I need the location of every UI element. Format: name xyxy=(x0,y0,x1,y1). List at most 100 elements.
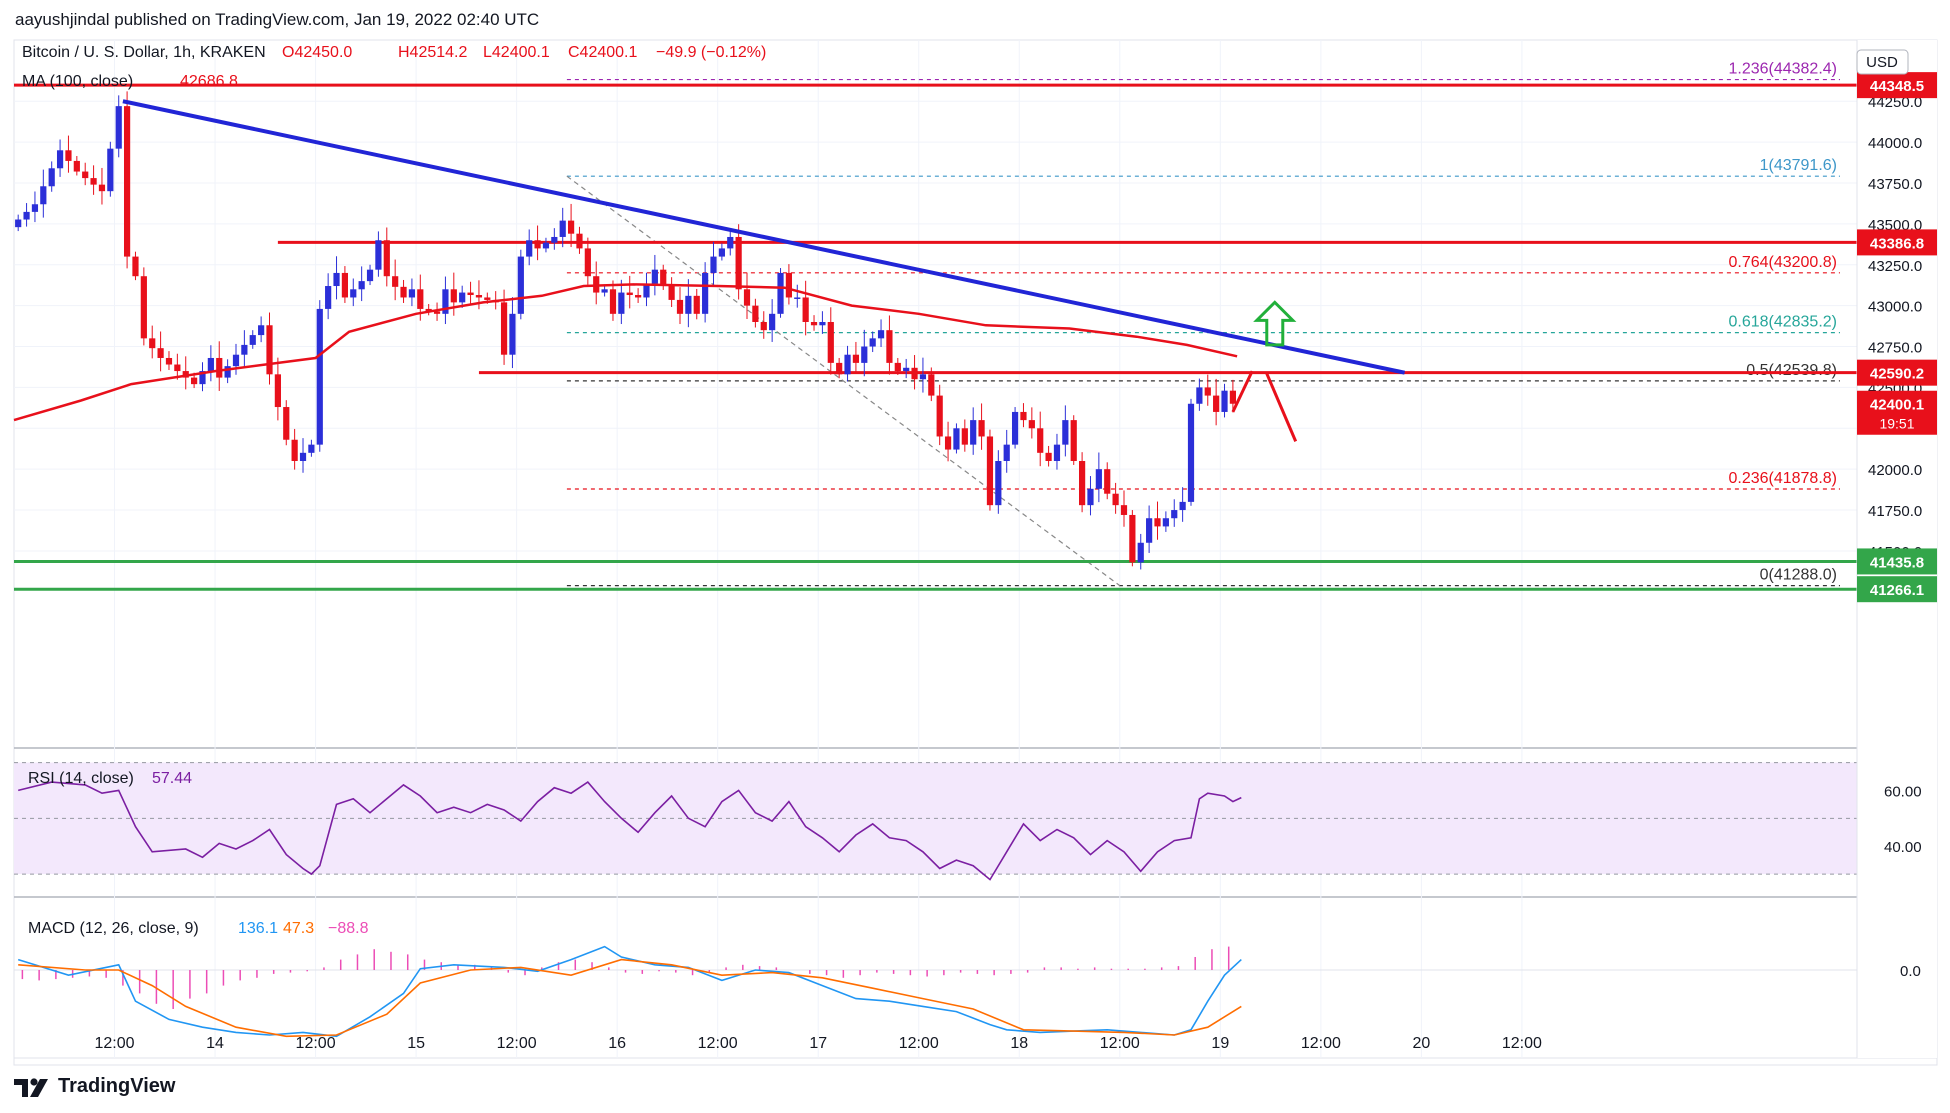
candle-body-132 xyxy=(1120,505,1128,515)
rsi-legend-name: RSI (14, close) xyxy=(28,770,134,787)
time-tick-5: 16 xyxy=(608,1035,626,1052)
fib-label-0.236: 0.236(41878.8) xyxy=(1728,470,1837,487)
candle-body-47 xyxy=(408,289,416,298)
ohlc-high: H42514.2 xyxy=(398,44,467,61)
time-tick-9: 18 xyxy=(1010,1035,1028,1052)
candle-body-106 xyxy=(903,367,910,372)
candle-body-125 xyxy=(1062,420,1069,445)
candle-body-130 xyxy=(1104,469,1111,494)
candle-body-38 xyxy=(333,272,340,287)
candle-body-86 xyxy=(735,236,742,290)
candle-body-104 xyxy=(886,330,893,363)
candle-body-3 xyxy=(40,186,47,205)
time-tick-0: 12:00 xyxy=(95,1035,135,1052)
bullish-arrow-icon xyxy=(1253,300,1297,347)
currency-badge[interactable]: USD xyxy=(1856,49,1909,75)
time-tick-3: 15 xyxy=(407,1035,425,1052)
candle-body-136 xyxy=(1154,518,1161,527)
candle-body-12 xyxy=(115,106,122,149)
time-tick-11: 19 xyxy=(1211,1035,1229,1052)
price-tick-6: 43000.0 xyxy=(1868,299,1922,316)
candle-body-65 xyxy=(559,220,566,237)
tradingview-footer[interactable]: TradingView xyxy=(14,1075,175,1098)
candle-body-62 xyxy=(534,240,541,249)
time-tick-13: 20 xyxy=(1412,1035,1430,1052)
ohlc-low: L42400.1 xyxy=(483,44,550,61)
candle-body-53 xyxy=(459,292,466,303)
time-tick-1: 14 xyxy=(206,1035,224,1052)
tradingview-logo-icon xyxy=(14,1077,48,1097)
candle-body-34 xyxy=(299,452,307,461)
current-price-text: 42400.1 xyxy=(1870,397,1924,414)
candle-body-21 xyxy=(191,377,198,385)
bearish-trendline xyxy=(122,99,1406,375)
candle-body-56 xyxy=(484,297,491,300)
candle-body-118 xyxy=(1003,444,1010,461)
candle-body-119 xyxy=(1011,411,1019,445)
horizontal-levels xyxy=(14,83,1857,591)
candle-body-115 xyxy=(978,420,985,437)
candle-body-100 xyxy=(852,354,860,363)
candle-body-64 xyxy=(551,236,558,243)
candle-body-107 xyxy=(911,367,918,380)
candle-body-141 xyxy=(1196,387,1203,404)
resistance-tag-0-bg xyxy=(1857,72,1937,99)
price-tick-5: 42750.0 xyxy=(1868,340,1922,357)
candle-body-121 xyxy=(1028,420,1035,429)
support-tag-0-text: 41435.8 xyxy=(1870,554,1924,571)
candle-body-91 xyxy=(777,272,784,314)
candle-body-32 xyxy=(283,407,290,440)
candle-body-4 xyxy=(48,168,55,187)
time-tick-6: 12:00 xyxy=(698,1035,738,1052)
support-tag-1-bg xyxy=(1857,576,1937,603)
price-and-time-axes: 41500.041750.042000.042250.042500.042750… xyxy=(95,40,1937,1058)
candle-body-45 xyxy=(392,276,399,287)
candle-body-122 xyxy=(1037,428,1044,453)
candle-body-78 xyxy=(668,286,675,300)
rsi-legend-value: 57.44 xyxy=(152,770,192,787)
candle-body-0 xyxy=(15,219,22,228)
time-tick-14: 12:00 xyxy=(1502,1035,1542,1052)
candle-body-50 xyxy=(433,311,441,314)
candle-body-116 xyxy=(986,436,994,506)
candle-body-120 xyxy=(1020,411,1027,421)
candle-body-95 xyxy=(810,322,818,326)
candle-body-142 xyxy=(1204,387,1211,396)
fib-label-0.764: 0.764(43200.8) xyxy=(1728,254,1837,271)
candle-body-143 xyxy=(1213,395,1220,412)
candle-body-75 xyxy=(643,283,650,298)
candle-body-127 xyxy=(1079,461,1086,506)
candle-body-138 xyxy=(1171,510,1178,519)
candle-body-27 xyxy=(241,344,248,355)
time-tick-2: 12:00 xyxy=(296,1035,336,1052)
candle-body-29 xyxy=(258,325,265,336)
candle-body-14 xyxy=(132,256,139,277)
candle-body-88 xyxy=(752,305,759,322)
candle-body-133 xyxy=(1129,514,1136,563)
candle-body-96 xyxy=(819,322,826,326)
price-tick-11: 44250.0 xyxy=(1868,94,1922,111)
candle-body-2 xyxy=(31,204,39,212)
candle-body-41 xyxy=(358,281,365,290)
candle-body-81 xyxy=(693,295,700,314)
candle-body-73 xyxy=(626,292,633,296)
candle-body-79 xyxy=(676,299,684,314)
ohlc-close: C42400.1 xyxy=(568,44,637,61)
chart-overlays xyxy=(13,99,1406,442)
candle-body-99 xyxy=(844,354,851,375)
candle-body-92 xyxy=(785,272,792,298)
macd-tick-zero: 0.0 xyxy=(1900,963,1921,980)
candle-body-72 xyxy=(618,292,625,314)
resistance-tag-1-text: 43386.8 xyxy=(1870,235,1924,252)
fibonacci-retracement: 1.236(44382.4) 1(43791.6) 0.764(43200.8) 0.… xyxy=(566,61,1840,587)
candle-body-103 xyxy=(877,330,885,339)
fib-diagonal-line xyxy=(566,175,1121,587)
candle-body-31 xyxy=(274,374,281,408)
candle-body-16 xyxy=(149,338,156,349)
resistance-tag-1-bg xyxy=(1857,229,1937,256)
candle-body-35 xyxy=(308,444,315,453)
candle-body-102 xyxy=(869,338,876,347)
candle-body-20 xyxy=(182,371,189,378)
